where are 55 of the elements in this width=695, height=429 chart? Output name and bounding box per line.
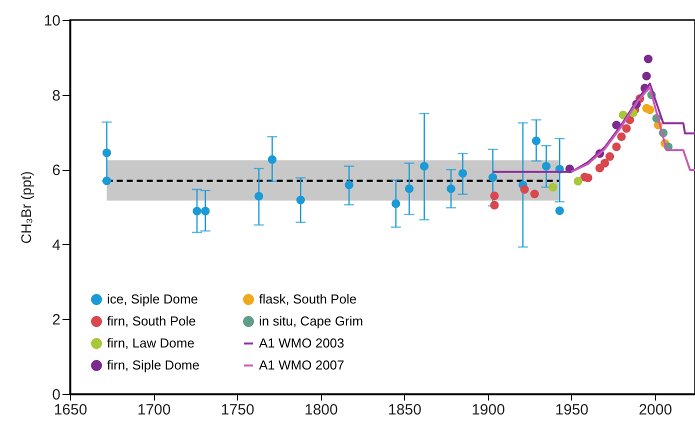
point [192,206,202,216]
legend-label: firn, Siple Dome [107,358,200,372]
point [490,200,499,210]
point [458,169,468,178]
x-tick-label: 1750 [220,402,254,418]
y-axis-title: CH₃Br (ppt) [18,171,34,244]
legend-label: A1 WMO 2003 [259,336,344,350]
point [612,142,621,152]
y-tick-label: 10 [44,12,60,30]
x-tick-label: 1700 [137,402,171,418]
point [296,196,305,204]
point [392,199,400,208]
point [605,152,614,161]
point [446,184,456,193]
y-tick-label: 6 [52,162,60,180]
y-tick-label: 2 [52,312,60,329]
point [574,176,582,186]
y-tick-label: 8 [52,87,60,104]
x-tick-label: 2000 [638,402,672,418]
x-tick-label: 1950 [555,402,589,418]
legend-label: flask, South Pole [259,292,357,307]
legend-label: firn, South Pole [107,314,196,328]
legend-label: firn, Law Dome [107,336,194,350]
point [268,155,277,164]
point [420,162,429,171]
point [344,180,354,190]
x-tick-label: 1900 [472,402,505,418]
point [646,105,654,114]
point [642,72,651,80]
point [530,190,539,198]
legend-label: in situ, Cape Grim [259,314,364,328]
point [488,173,498,182]
y-tick-label: 4 [52,236,60,254]
point [201,206,210,216]
point [644,54,653,64]
point [622,124,631,133]
point [102,148,112,158]
point [102,176,112,186]
point [617,132,626,142]
point [548,182,558,192]
x-tick-label: 1800 [304,402,338,418]
point [404,184,414,193]
point [254,192,264,200]
legend-label: ice, Siple Dome [107,292,198,307]
point [490,191,499,200]
x-tick-label: 1850 [388,402,422,418]
point [532,136,541,146]
point [520,185,529,194]
legend-label: A1 WMO 2007 [259,358,344,372]
point [542,162,551,171]
x-tick-label: 1650 [54,402,88,418]
point [555,206,564,216]
point [600,158,610,168]
y-tick-label: 0 [52,386,60,404]
line-series [492,82,695,173]
